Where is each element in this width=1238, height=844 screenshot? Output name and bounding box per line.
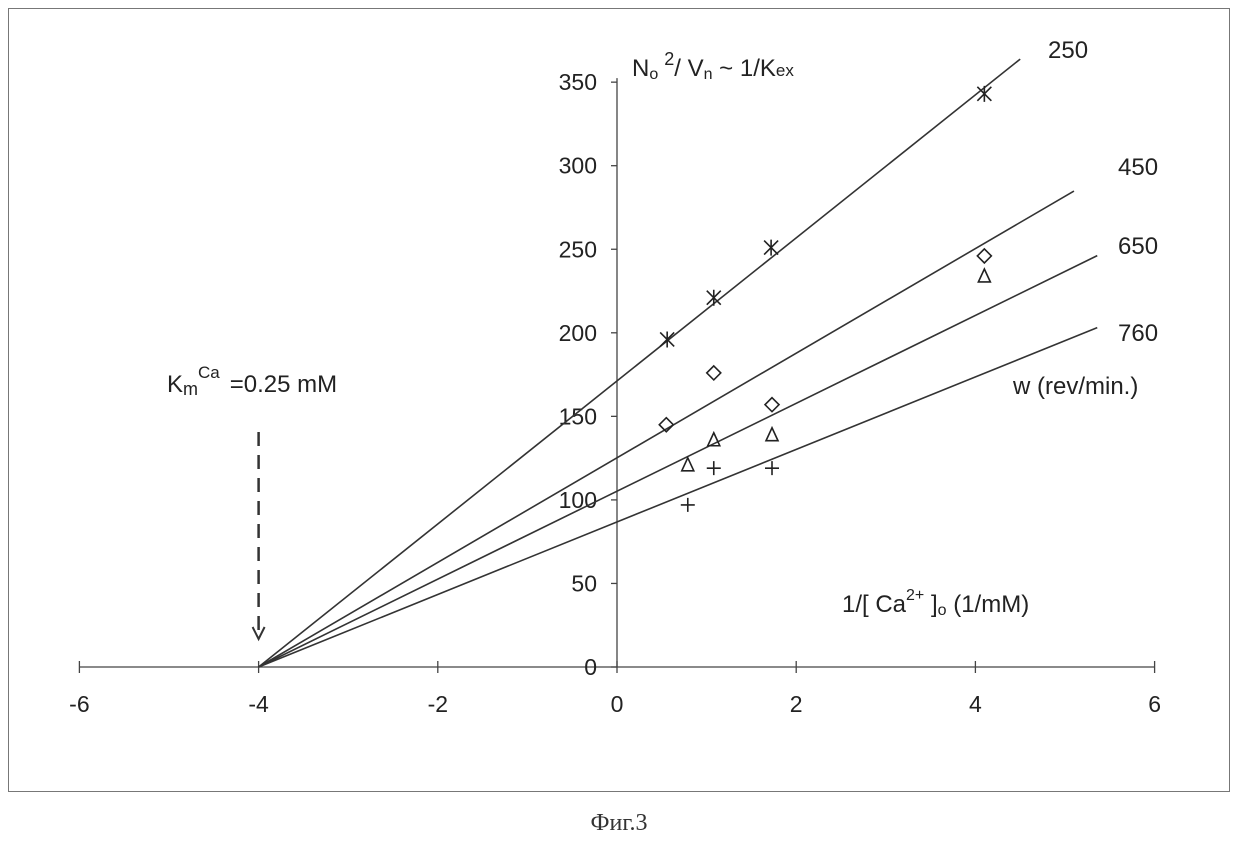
chart: -6 -4 -2 0 2 4 6 0 50 100 150 200 250 300 350 No2/ Vn ~… [0, 0, 1238, 844]
data-point-plus [707, 461, 721, 475]
y-tick-label: 50 [571, 570, 597, 596]
series-label-250: 250 [1048, 37, 1088, 64]
data-point-asterisk [977, 86, 991, 102]
legend-title: w (rev/min.) [1012, 373, 1138, 400]
data-point-triangle [766, 428, 778, 441]
series-label-760: 760 [1118, 320, 1158, 347]
data-point-diamond [977, 249, 991, 263]
data-point-triangle [978, 269, 990, 282]
data-point-diamond [765, 398, 779, 412]
y-tick-label: 350 [559, 69, 597, 95]
figure-caption: Фиг.3 [0, 810, 1238, 837]
y-tick-label: 0 [584, 654, 597, 680]
y-tick-label: 200 [559, 320, 597, 346]
x-tick-label: 6 [1148, 691, 1161, 717]
data-point-asterisk [707, 290, 721, 306]
x-tick-label: -4 [248, 691, 269, 717]
data-point-diamond [707, 366, 721, 380]
data-point-asterisk [764, 240, 778, 256]
y-tick-label: 300 [559, 153, 597, 179]
data-point-plus [681, 498, 695, 512]
y-tick-label: 250 [559, 236, 597, 262]
fit-line-250 [259, 59, 1021, 667]
data-point-plus [765, 461, 779, 475]
y-tick-label: 100 [559, 487, 597, 513]
x-tick-label: 4 [969, 691, 982, 717]
y-axis-label: No2/ Vn ~ 1/Kex [632, 49, 794, 83]
x-tick-label: -6 [69, 691, 89, 717]
series-label-450: 450 [1118, 154, 1158, 181]
x-axis-label: 1/[ Ca2+ ]o (1/mM) [842, 587, 1029, 619]
series-label-650: 650 [1118, 233, 1158, 260]
x-tick-label: 2 [790, 691, 803, 717]
x-tick-label: 0 [611, 691, 624, 717]
data-point-asterisk [660, 331, 674, 347]
y-tick-label: 150 [559, 403, 597, 429]
km-annotation: KmCa=0.25 mM [167, 363, 337, 399]
data-point-triangle [682, 458, 694, 471]
x-tick-label: -2 [428, 691, 448, 717]
